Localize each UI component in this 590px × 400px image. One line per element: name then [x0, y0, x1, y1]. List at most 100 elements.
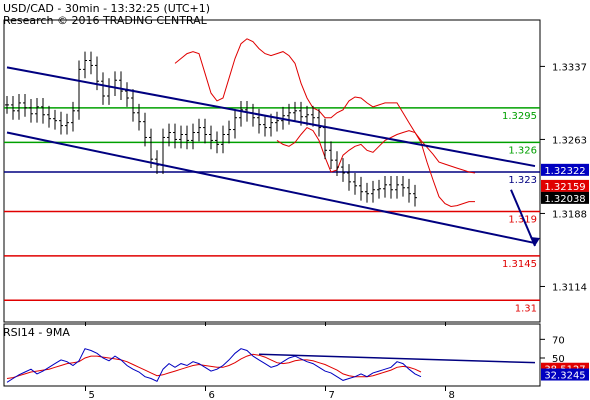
candle — [59, 111, 63, 135]
level-label: 1.3295 — [502, 111, 537, 122]
price-axis-label: 1.3263 — [552, 135, 587, 146]
candle — [143, 112, 147, 147]
candle — [371, 180, 375, 203]
level-label: 1.31 — [515, 303, 537, 314]
candle — [233, 108, 237, 139]
candle — [185, 125, 189, 150]
candle — [329, 141, 333, 170]
trend-line — [510, 189, 536, 247]
price-axis-label: 1.3337 — [552, 62, 587, 73]
price-tag-box — [541, 191, 589, 204]
candle — [263, 115, 267, 137]
candle — [293, 101, 297, 122]
price-panel-frame — [3, 19, 541, 323]
candle — [215, 131, 219, 154]
price-tag-box — [541, 179, 589, 192]
level-label: 1.326 — [508, 145, 537, 156]
rsi-title: RSI14 - 9MA — [3, 326, 70, 339]
candle — [413, 184, 417, 207]
candle — [257, 108, 261, 134]
candle — [41, 97, 45, 124]
price-panel: 1.3337 1.3263 1.3188 1.3114 1.3295 1.326 1.323… — [3, 19, 589, 326]
candle — [101, 72, 105, 105]
candle — [65, 113, 69, 135]
rsi-tag-box — [541, 368, 589, 381]
candle — [221, 125, 225, 154]
rsi-tag-label: 32.3245 — [544, 371, 585, 382]
candle — [407, 178, 411, 203]
candle — [311, 105, 315, 127]
candle — [53, 109, 57, 130]
candle — [227, 120, 231, 144]
chart-header-line1: USD/CAD - 30min - 13:32:25 (UTC+1) — [3, 2, 210, 15]
price-tag-label: 1.32322 — [544, 166, 585, 177]
price-tag: 1.32322 — [541, 163, 589, 177]
candle — [77, 60, 81, 120]
x-axis-label: 8 — [449, 390, 455, 400]
price-tag-label: 1.32038 — [544, 194, 585, 205]
rsi-panel-frame — [3, 323, 541, 387]
rsi-trend-line — [258, 353, 536, 364]
rsi-panel: 5678705038.512732.3245 — [3, 323, 589, 400]
candle — [17, 94, 21, 120]
candle — [401, 175, 405, 197]
x-axis-label: 6 — [209, 390, 215, 400]
rsi-ma-line — [6, 353, 422, 379]
rsi-tag: 32.3245 — [541, 368, 589, 382]
candle — [353, 172, 357, 195]
trend-line — [6, 131, 536, 245]
candle — [29, 98, 33, 123]
candle — [173, 123, 177, 149]
x-axis-label: 5 — [89, 390, 95, 400]
candle — [47, 105, 51, 128]
candle — [239, 100, 243, 127]
candle — [11, 96, 15, 120]
candle — [305, 105, 309, 126]
rsi-axis-label: 50 — [552, 354, 565, 365]
candle — [83, 51, 87, 79]
level-label: 1.3145 — [502, 259, 537, 270]
candle — [347, 164, 351, 191]
candle — [191, 123, 195, 150]
price-tag-label: 1.32159 — [544, 182, 585, 193]
candle — [317, 108, 321, 137]
candle — [89, 51, 93, 75]
candle — [125, 82, 129, 107]
candle — [179, 125, 183, 149]
rsi-line — [6, 348, 422, 383]
candle — [71, 101, 75, 132]
price-tag: 1.32159 — [541, 179, 589, 193]
bollinger-lower-line — [276, 126, 475, 208]
level-label: 1.319 — [508, 214, 537, 225]
candle — [197, 118, 201, 142]
candle — [203, 118, 207, 144]
level-label: 1.323 — [508, 175, 537, 186]
x-axis-label: 7 — [329, 390, 335, 400]
candle — [395, 175, 399, 199]
candle — [377, 179, 381, 199]
chart-header-line2: Research © 2016 TRADING CENTRAL — [3, 14, 208, 27]
candle — [209, 125, 213, 150]
candle — [383, 175, 387, 198]
candle — [389, 175, 393, 199]
candle — [287, 103, 291, 125]
candle — [335, 151, 339, 176]
candle — [5, 96, 9, 114]
candle — [131, 89, 135, 122]
candle — [149, 128, 153, 169]
candle — [365, 182, 369, 203]
candle — [359, 176, 363, 201]
price-tag-box — [541, 163, 589, 176]
rsi-axis-label: 70 — [552, 335, 565, 346]
trend-line — [6, 66, 536, 168]
price-tag: 1.32038 — [541, 191, 589, 205]
candle — [275, 111, 279, 132]
candle — [167, 123, 171, 147]
forecast-arrow-head — [530, 237, 540, 247]
price-axis-label: 1.3114 — [552, 282, 587, 293]
candle — [35, 97, 39, 123]
candle — [119, 71, 123, 100]
price-axis-label: 1.3188 — [552, 209, 587, 220]
